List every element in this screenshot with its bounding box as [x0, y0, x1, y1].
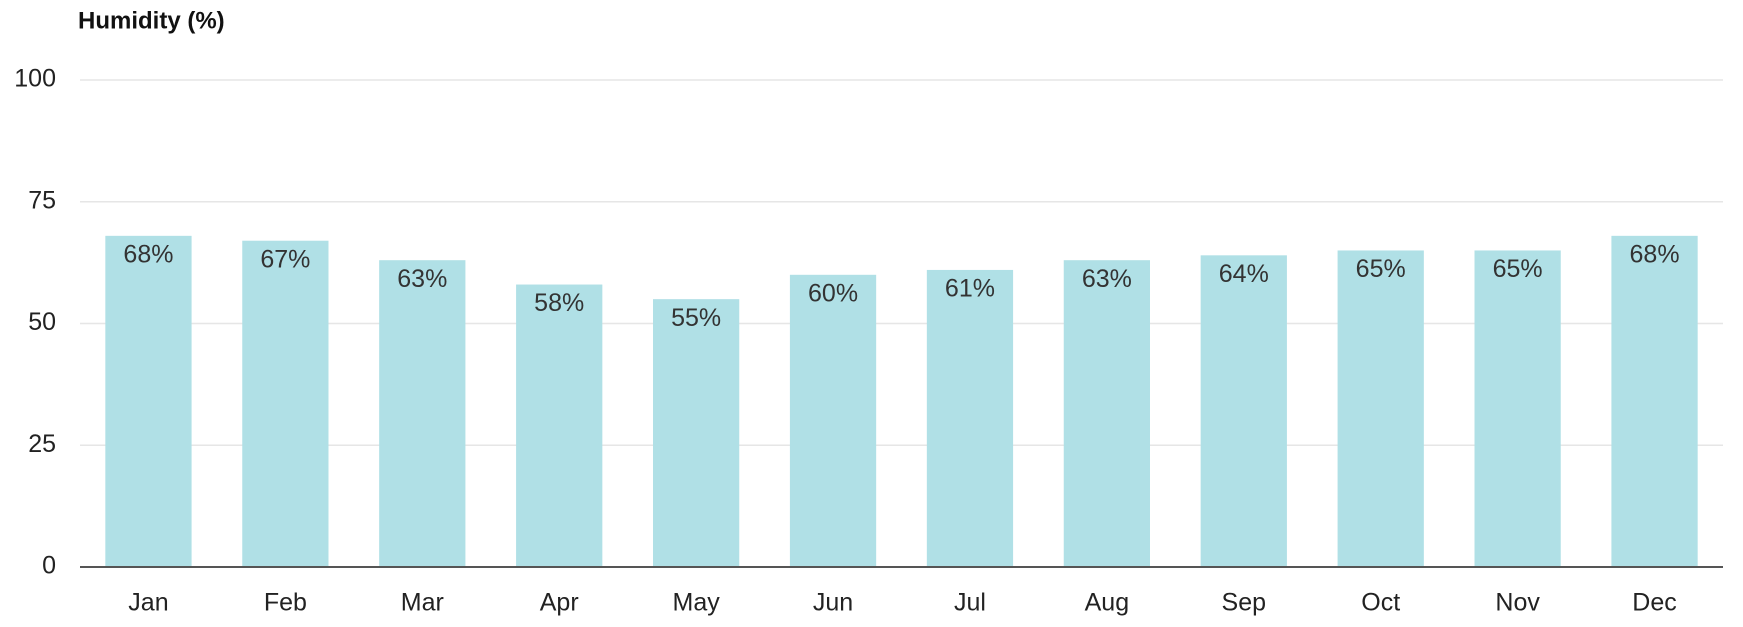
x-tick-label: Apr — [540, 589, 579, 617]
y-tick-label: 25 — [28, 430, 56, 458]
x-tick-label: Jan — [128, 589, 168, 617]
bar — [789, 274, 877, 567]
value-label: 64% — [1219, 260, 1269, 288]
x-tick-label: Jun — [813, 589, 853, 617]
x-tick-label: Feb — [264, 589, 307, 617]
value-label: 68% — [123, 240, 173, 268]
value-label: 63% — [1082, 265, 1132, 293]
x-tick-label: Oct — [1361, 589, 1400, 617]
value-label: 55% — [671, 304, 721, 332]
value-label: 58% — [534, 289, 584, 317]
bar — [652, 299, 740, 567]
y-tick-label: 50 — [28, 308, 56, 336]
x-tick-label: Nov — [1495, 589, 1540, 617]
bar — [926, 269, 1014, 567]
bar — [516, 284, 603, 567]
x-tick-label: Sep — [1222, 589, 1266, 617]
value-label: 68% — [1630, 240, 1680, 268]
value-label: 60% — [808, 279, 858, 307]
x-tick-label: Mar — [401, 589, 444, 617]
bar — [1611, 235, 1698, 567]
bar — [379, 260, 466, 567]
x-tick-label: May — [673, 589, 721, 617]
bar — [1063, 260, 1151, 567]
x-tick-label: Jul — [954, 589, 986, 617]
bar — [1474, 250, 1561, 567]
x-tick-label: Dec — [1632, 589, 1676, 617]
y-tick-label: 100 — [14, 65, 56, 93]
bar — [242, 240, 329, 567]
y-tick-label: 0 — [42, 552, 56, 580]
value-label: 67% — [260, 245, 310, 273]
value-label: 65% — [1356, 255, 1406, 283]
x-tick-label: Aug — [1085, 589, 1129, 617]
bar — [1337, 250, 1424, 567]
value-label: 65% — [1493, 255, 1543, 283]
bar — [1200, 255, 1287, 567]
bar — [105, 235, 192, 567]
chart-title: Humidity (%) — [78, 7, 225, 34]
value-label: 61% — [945, 275, 995, 303]
y-tick-label: 75 — [28, 186, 56, 214]
value-label: 63% — [397, 265, 447, 293]
